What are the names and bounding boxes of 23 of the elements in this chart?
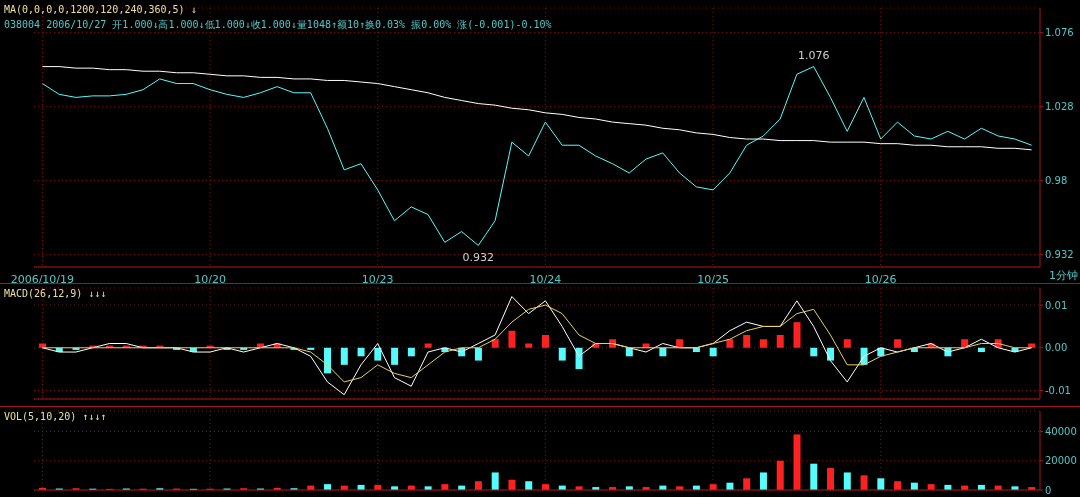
x-tick-label: 10/23 bbox=[361, 272, 394, 286]
annotation: MA(0,0,0,0,1200,120,240,360,5) ↓ bbox=[4, 3, 198, 17]
x-axis-title: 1分钟 bbox=[1049, 269, 1078, 283]
annotation: 038004 2006/10/27 开1.000↓高1.000↓低1.000↓收1.000↓量1048↑额10↑换0.03% 振0.00% 涨(-0.001)-0.10% bbox=[4, 18, 552, 32]
annotation: MACD(26,12,9) ↓↓↓ bbox=[4, 287, 107, 301]
x-tick-label: 10/25 bbox=[697, 272, 729, 286]
y-tick-label: 0.98 bbox=[1045, 175, 1068, 187]
y-tick-label: 1.076 bbox=[1045, 27, 1074, 39]
x-tick-label: 10/20 bbox=[194, 272, 226, 286]
y-tick-label: 0.00 bbox=[1045, 342, 1068, 354]
x-tick-label: 10/24 bbox=[529, 272, 562, 286]
annotation: 1.076 bbox=[797, 48, 830, 62]
x-tick-label: 2006/10/19 bbox=[10, 272, 75, 286]
y-tick-label: 0.932 bbox=[1045, 249, 1074, 261]
y-tick-label: -0.01 bbox=[1045, 385, 1071, 397]
y-tick-label: 40000 bbox=[1045, 426, 1077, 438]
y-tick-label: 0 bbox=[1045, 484, 1052, 496]
y-tick-label: 1.028 bbox=[1045, 101, 1074, 113]
y-tick-label: 0.01 bbox=[1045, 299, 1068, 311]
y-tick-label: 20000 bbox=[1045, 455, 1077, 467]
annotation: 0.932 bbox=[462, 251, 495, 265]
annotation: VOL(5,10,20) ↑↓↓↑ bbox=[4, 410, 107, 424]
x-tick-label: 10/26 bbox=[864, 272, 897, 286]
